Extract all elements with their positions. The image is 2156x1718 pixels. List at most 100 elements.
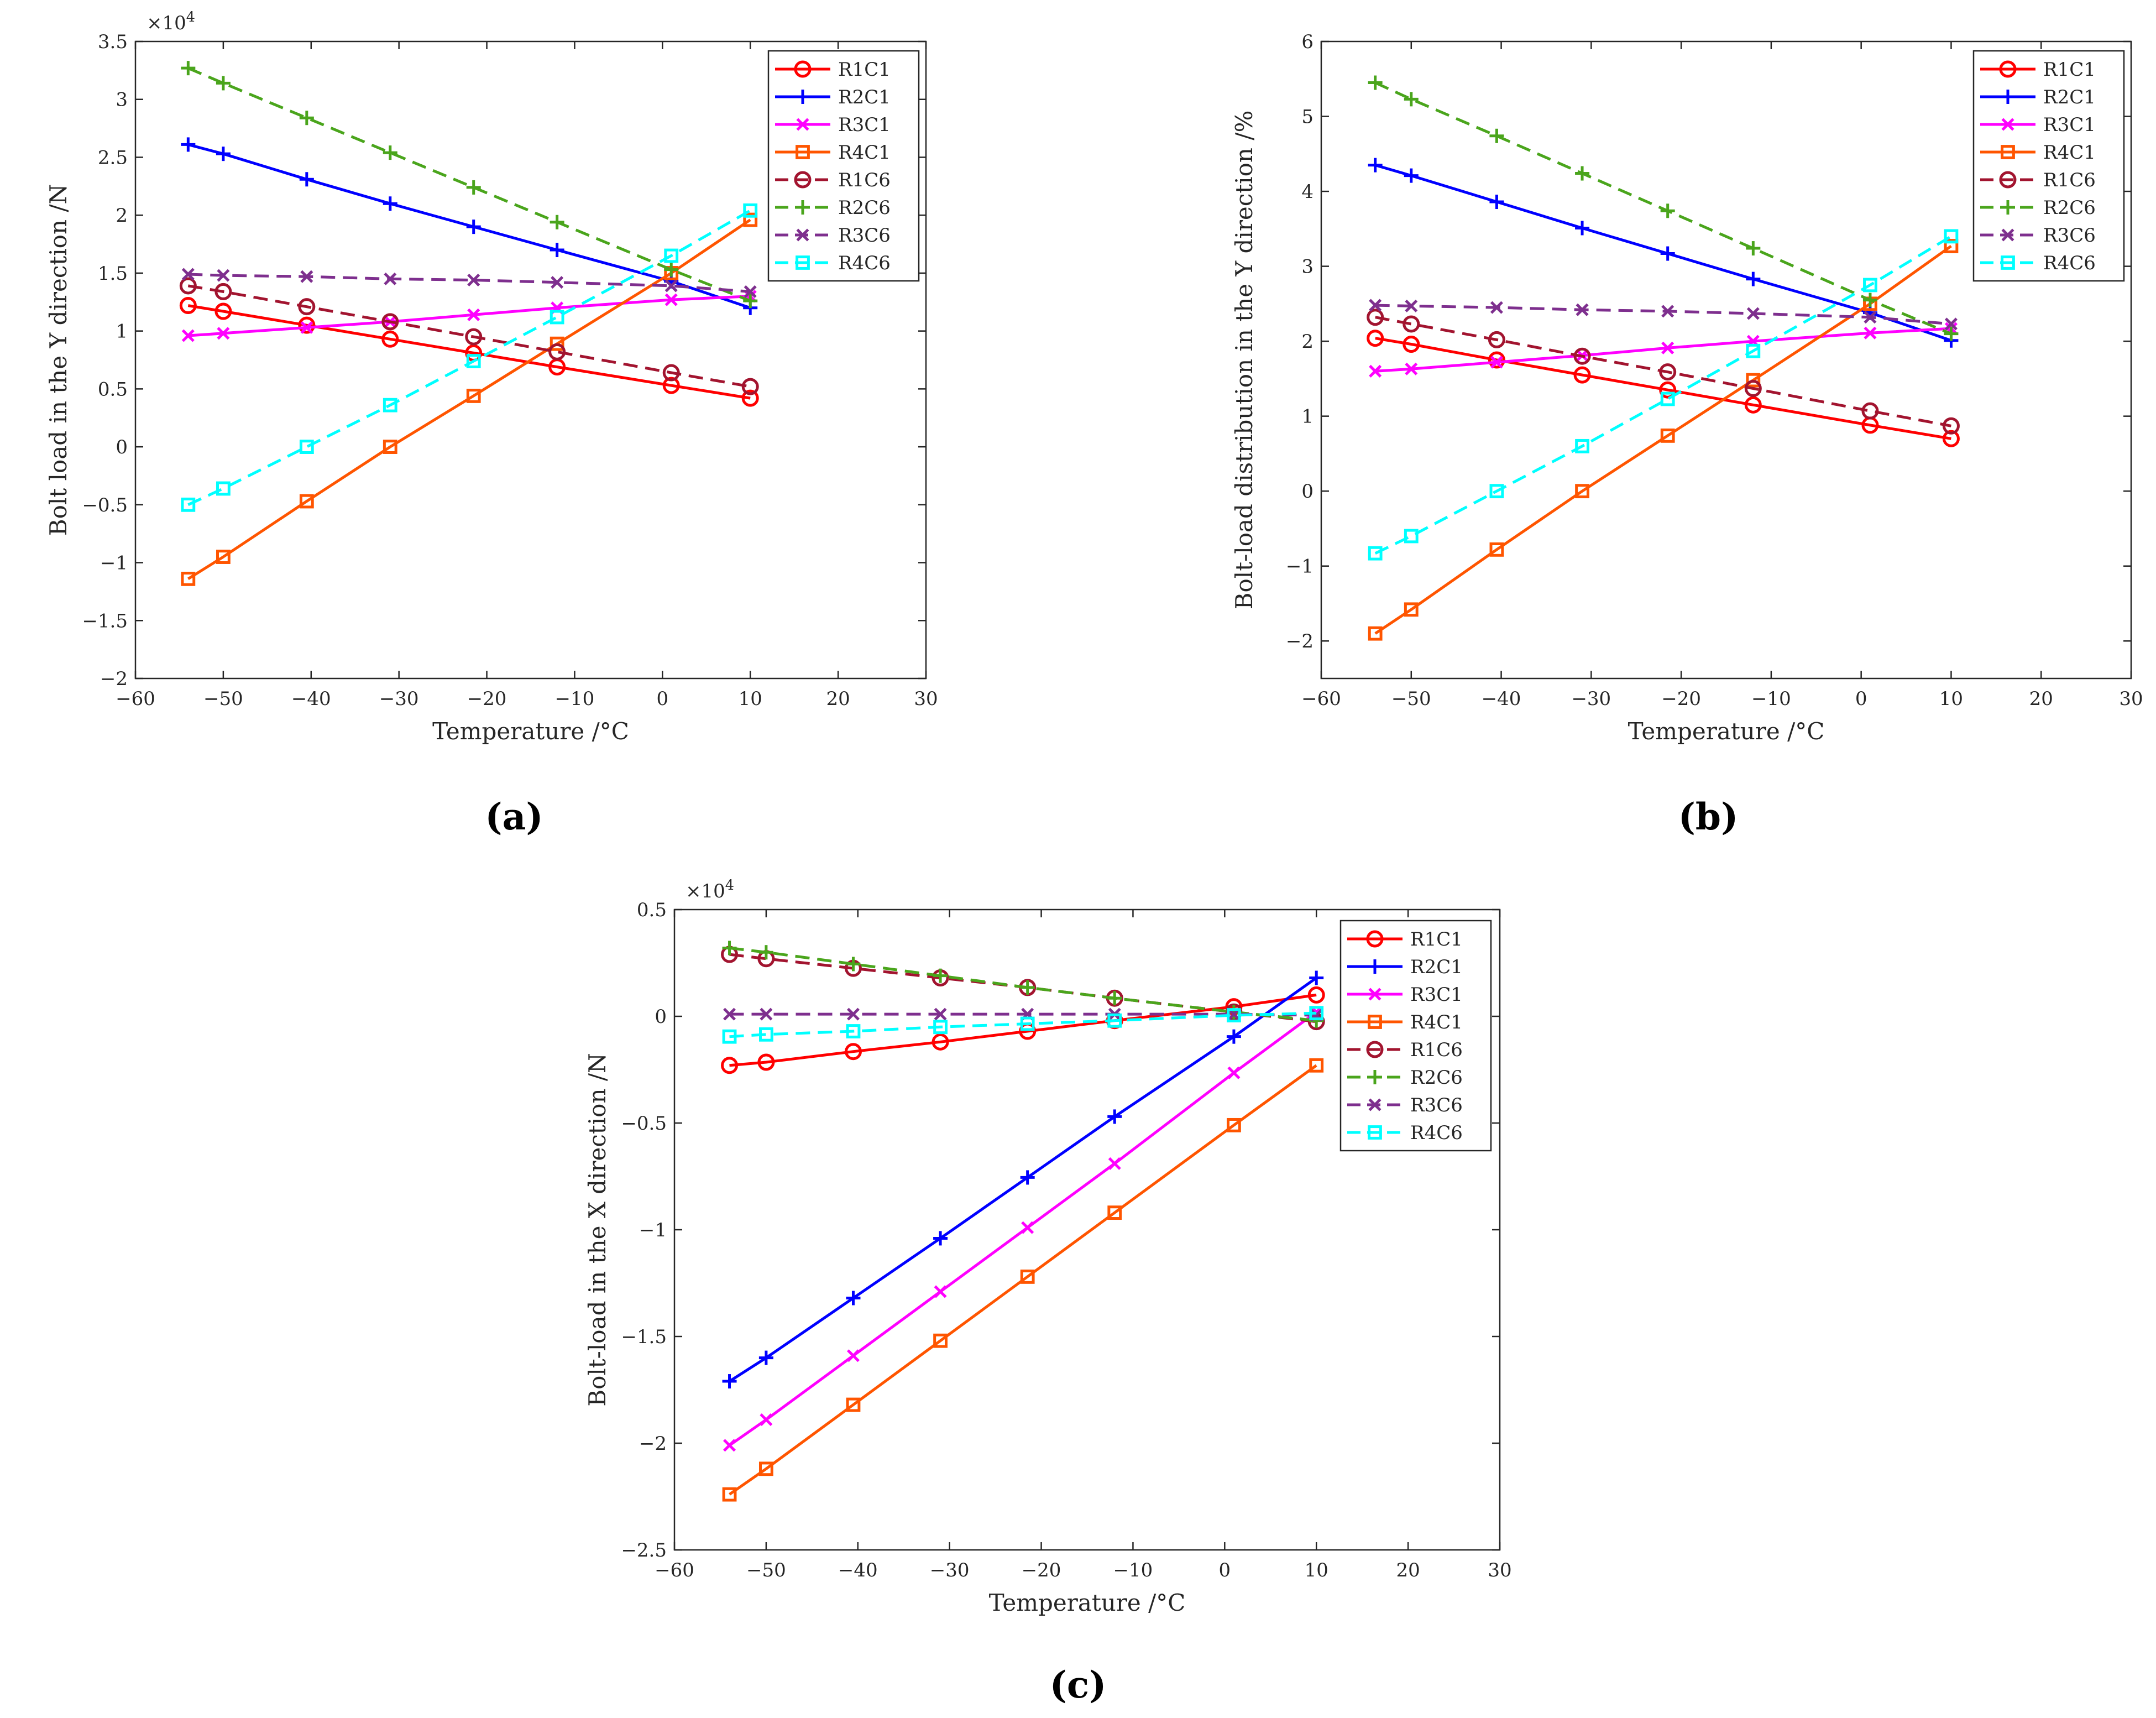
- x-tick-label: 10: [739, 688, 762, 710]
- x-tick-label: 10: [1939, 688, 1963, 710]
- data-point: [1020, 1270, 1035, 1284]
- series-r1c6: [179, 277, 759, 395]
- legend-label: R3C6: [838, 224, 891, 247]
- series-r4c6: [722, 1006, 1324, 1044]
- series-r3c6: [1369, 299, 1958, 331]
- x-tick-label: −30: [379, 688, 419, 710]
- data-point: [1575, 484, 1589, 499]
- legend-label: R4C1: [2043, 142, 2096, 164]
- data-point: [383, 196, 397, 211]
- series-line: [1375, 327, 1951, 373]
- data-point: [299, 494, 314, 509]
- data-point: [550, 336, 564, 351]
- legend-marker: [1368, 1125, 1382, 1140]
- series-line: [729, 977, 1317, 1383]
- data-point: [757, 1053, 775, 1071]
- y-tick-label: 0.5: [637, 899, 667, 921]
- series-line: [188, 295, 751, 337]
- legend-label: R4C1: [1410, 1011, 1463, 1033]
- series-line: [1374, 235, 1952, 555]
- legend-item: R2C6: [1980, 197, 2096, 219]
- series-r2c6: [1368, 75, 1959, 341]
- data-point: [1368, 158, 1383, 173]
- series-r4c6: [1368, 229, 1959, 561]
- data-point: [1107, 1013, 1122, 1028]
- data-point: [1367, 330, 1384, 347]
- data-point: [846, 1349, 860, 1362]
- legend-item: R1C6: [775, 169, 891, 191]
- data-point: [467, 308, 480, 321]
- y-tick-label: 1.5: [98, 263, 128, 285]
- data-point: [181, 61, 196, 76]
- data-point: [846, 957, 861, 972]
- series-r2c6: [181, 61, 758, 309]
- data-point: [1107, 1109, 1122, 1124]
- legend-marker: [2001, 200, 2015, 215]
- data-point: [846, 1024, 861, 1038]
- data-point: [1746, 307, 1760, 320]
- data-point: [664, 279, 678, 293]
- data-point: [1744, 380, 1762, 398]
- data-point: [1944, 229, 1959, 244]
- data-point: [1660, 246, 1675, 261]
- data-point: [1489, 542, 1504, 557]
- data-point: [1403, 336, 1420, 353]
- legend-item: R4C1: [775, 142, 891, 164]
- y-tick-label: 4: [1301, 181, 1314, 203]
- data-point: [465, 328, 483, 346]
- x-tick-label: −60: [655, 1559, 694, 1581]
- y-tick-label: 0.5: [98, 378, 128, 400]
- data-point: [1490, 301, 1503, 314]
- data-point: [300, 270, 313, 283]
- legend-item: R3C1: [1980, 114, 2096, 136]
- legend-label: R3C1: [1410, 984, 1463, 1006]
- series-line: [187, 209, 751, 506]
- legend-marker: [1368, 959, 1382, 974]
- y-tick-label: −2: [1286, 630, 1314, 652]
- chart-panel-a: −60 −50 −40 −30 −20 −10 0 10 20 30 −2 −1.5 −1 −0.5 0 0.…: [45, 9, 938, 745]
- data-point: [1746, 241, 1761, 256]
- data-point: [1744, 396, 1762, 414]
- data-point: [466, 354, 481, 368]
- y-tick-label: 3.5: [98, 31, 128, 53]
- x-axis-label: Temperature /°C: [432, 718, 629, 745]
- x-tick-label: −50: [203, 688, 243, 710]
- data-point: [466, 389, 481, 403]
- y-tick-label: −1: [639, 1219, 667, 1241]
- data-point: [181, 137, 196, 152]
- data-point: [299, 440, 314, 454]
- data-point: [664, 248, 679, 263]
- data-point: [722, 1029, 737, 1044]
- y-tick-label: −1.5: [82, 610, 128, 632]
- data-point: [758, 1461, 773, 1476]
- data-point: [664, 293, 678, 306]
- data-point: [299, 111, 314, 126]
- data-point: [467, 273, 480, 286]
- y-axis-label: Bolt-load in the X direction /N: [584, 1053, 611, 1407]
- y-tick-label: 5: [1301, 106, 1314, 128]
- data-point: [1489, 195, 1504, 210]
- data-point: [181, 268, 195, 281]
- legend-marker: [796, 90, 810, 104]
- legend-item: R3C1: [775, 114, 891, 136]
- series-line: [188, 273, 751, 293]
- data-point: [760, 1007, 773, 1021]
- y-tick-label: −1: [100, 552, 128, 575]
- data-point: [1369, 299, 1382, 312]
- data-point: [721, 1057, 739, 1074]
- series-r1c1: [179, 297, 759, 407]
- data-point: [758, 945, 773, 960]
- data-point: [181, 329, 195, 342]
- legend-label: R4C1: [838, 142, 891, 164]
- y-tick-label: 1: [1301, 406, 1314, 428]
- data-point: [743, 212, 758, 227]
- legend-label: R2C1: [2043, 86, 2096, 108]
- legend-label: R3C6: [1410, 1094, 1463, 1116]
- data-point: [381, 313, 399, 331]
- legend-item: R1C6: [1347, 1039, 1463, 1061]
- legend-marker: [1368, 1070, 1382, 1084]
- panel-label-a: (a): [485, 795, 543, 838]
- data-point: [723, 1007, 736, 1021]
- legend-box: [1972, 50, 2125, 282]
- x-tick-label: −10: [1751, 688, 1791, 710]
